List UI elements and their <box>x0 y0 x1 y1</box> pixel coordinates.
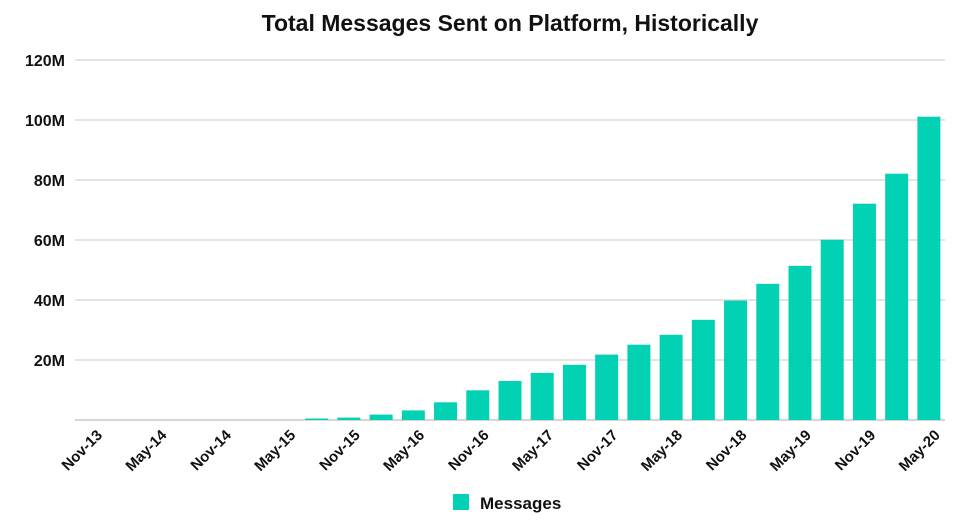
bar-Nov-16 <box>466 390 490 420</box>
bar-May-19 <box>788 265 812 420</box>
chart-title: Total Messages Sent on Platform, Histori… <box>262 10 759 36</box>
legend-label-messages: Messages <box>480 494 561 513</box>
bar-May-18 <box>659 334 683 420</box>
x-tick-label: May-19 <box>767 427 815 475</box>
x-tick-label: May-17 <box>509 427 557 475</box>
bar-Aug-19 <box>820 239 844 420</box>
x-tick-label: Nov-16 <box>445 427 492 474</box>
bar-Aug-15 <box>305 418 329 420</box>
y-tick-label: 40M <box>34 293 65 310</box>
x-axis-ticks: Nov-13 May-14 Nov-14 May-15 Nov-15 May-16 Nov-… <box>59 426 944 474</box>
y-tick-label: 120M <box>25 53 65 70</box>
bar-May-17 <box>530 372 554 420</box>
bar-Feb-17 <box>498 381 522 420</box>
bars <box>305 116 941 420</box>
bar-Feb-16 <box>369 414 393 420</box>
gridlines <box>75 59 945 421</box>
y-tick-label: 60M <box>34 233 65 250</box>
y-tick-label: 80M <box>34 173 65 190</box>
x-tick-label: Nov-19 <box>832 427 879 474</box>
bar-Nov-15 <box>337 417 361 420</box>
x-tick-label: Nov-14 <box>187 426 235 474</box>
bar-May-20 <box>917 116 941 420</box>
bar-Feb-20 <box>885 173 909 420</box>
bar-Aug-16 <box>434 402 458 420</box>
y-tick-label: 100M <box>25 113 65 130</box>
x-tick-label: Nov-15 <box>316 427 363 474</box>
x-tick-label: May-15 <box>251 427 299 475</box>
x-tick-label: May-18 <box>638 427 686 475</box>
bar-Feb-18 <box>627 344 651 420</box>
x-tick-label: May-14 <box>122 426 170 474</box>
x-tick-label: Nov-18 <box>703 427 750 474</box>
x-tick-label: May-20 <box>896 427 944 475</box>
bar-Nov-18 <box>724 300 748 420</box>
x-tick-label: Nov-17 <box>574 427 621 474</box>
legend[interactable]: Messages <box>453 494 561 513</box>
bar-Nov-19 <box>852 203 876 420</box>
bar-Aug-17 <box>562 364 586 420</box>
bar-Feb-19 <box>756 283 780 420</box>
bar-Aug-18 <box>691 319 715 420</box>
legend-swatch-messages <box>453 494 469 510</box>
bar-Nov-17 <box>595 354 619 420</box>
x-tick-label: May-16 <box>380 427 428 475</box>
bar-May-16 <box>401 410 425 420</box>
x-tick-label: Nov-13 <box>59 427 106 474</box>
y-axis-ticks: 20M 40M 60M 80M 100M 120M <box>25 53 65 370</box>
y-tick-label: 20M <box>34 353 65 370</box>
